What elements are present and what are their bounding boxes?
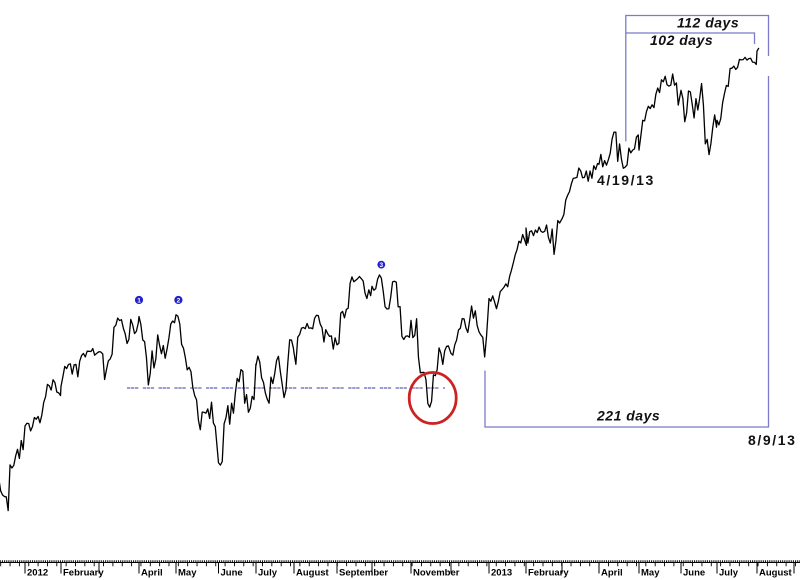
svg-text:February: February [528, 568, 569, 579]
svg-text:August: August [759, 568, 793, 579]
svg-text:September: September [339, 568, 388, 579]
svg-text:May: May [641, 568, 660, 579]
svg-text:July: July [258, 568, 278, 579]
svg-text:June: June [221, 568, 243, 579]
svg-text:February: February [63, 568, 104, 579]
svg-text:2012: 2012 [27, 568, 48, 579]
svg-text:112 days: 112 days [677, 15, 739, 31]
svg-text:November: November [413, 568, 460, 579]
svg-text:221 days: 221 days [596, 408, 660, 424]
svg-text:May: May [178, 568, 197, 579]
svg-text:1: 1 [137, 297, 141, 304]
svg-text:2: 2 [177, 297, 181, 304]
svg-text:August: August [296, 568, 330, 579]
svg-text:July: July [719, 568, 739, 579]
svg-text:2013: 2013 [491, 568, 512, 579]
svg-text:April: April [601, 568, 623, 579]
svg-text:June: June [683, 568, 705, 579]
svg-text:3: 3 [379, 262, 383, 269]
svg-text:8/9/13: 8/9/13 [748, 432, 797, 448]
svg-text:102 days: 102 days [650, 32, 713, 48]
svg-text:April: April [141, 568, 163, 579]
svg-text:4/19/13: 4/19/13 [597, 172, 655, 188]
